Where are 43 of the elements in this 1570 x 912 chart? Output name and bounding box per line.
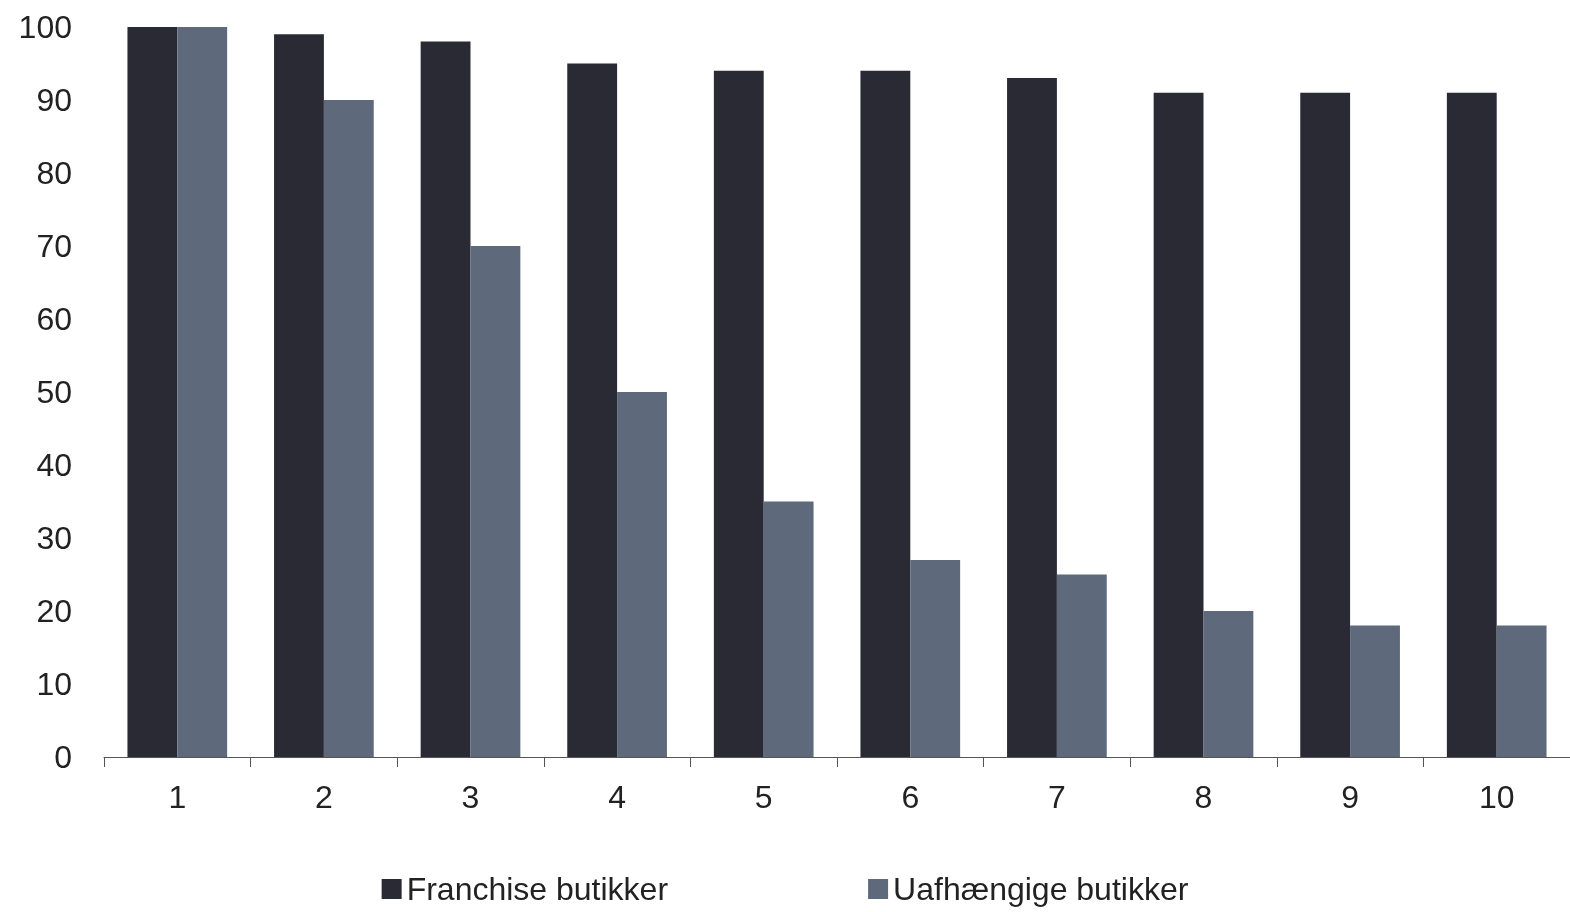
y-tick-label: 100	[18, 9, 72, 45]
x-tick-label: 8	[1194, 779, 1213, 815]
bar	[1056, 574, 1107, 757]
bar	[1496, 625, 1547, 757]
x-tick-label: 4	[608, 779, 626, 815]
bar	[617, 392, 667, 757]
bar	[860, 70, 911, 757]
bar	[470, 246, 521, 757]
y-tick-label: 60	[36, 301, 72, 337]
legend-label: Franchise butikker	[406, 871, 669, 907]
y-tick-label: 40	[36, 447, 72, 483]
x-tick-label: 10	[1478, 779, 1515, 815]
x-tick-label: 7	[1048, 779, 1066, 815]
y-tick-label: 80	[36, 155, 72, 191]
bar	[274, 34, 324, 757]
x-tick-label: 5	[754, 779, 773, 815]
legend-label: Uafhængige butikker	[893, 871, 1189, 907]
y-tick-label: 70	[36, 228, 72, 264]
y-tick-label: 10	[36, 666, 72, 702]
bar	[910, 559, 961, 757]
x-tick-label: 3	[461, 779, 480, 815]
bar	[713, 70, 764, 757]
x-tick-label: 2	[315, 779, 333, 815]
bar	[1203, 611, 1254, 757]
x-tick-label: 1	[168, 779, 187, 815]
y-tick-label: 90	[36, 82, 72, 118]
bar	[1350, 625, 1400, 757]
y-tick-label: 50	[36, 374, 72, 410]
bar	[127, 27, 178, 757]
bar	[1007, 78, 1057, 757]
y-tick-label: 30	[36, 520, 72, 556]
y-tick-label: 20	[36, 593, 72, 629]
bar	[763, 501, 814, 757]
bar	[177, 27, 228, 757]
bar	[420, 41, 471, 757]
bar	[1300, 92, 1351, 757]
x-tick-label: 6	[901, 779, 920, 815]
y-tick-label: 0	[54, 739, 72, 775]
bar	[1446, 92, 1497, 757]
bar	[1153, 92, 1204, 757]
x-tick-label: 9	[1341, 779, 1359, 815]
bar	[567, 63, 618, 757]
bar	[323, 100, 374, 757]
